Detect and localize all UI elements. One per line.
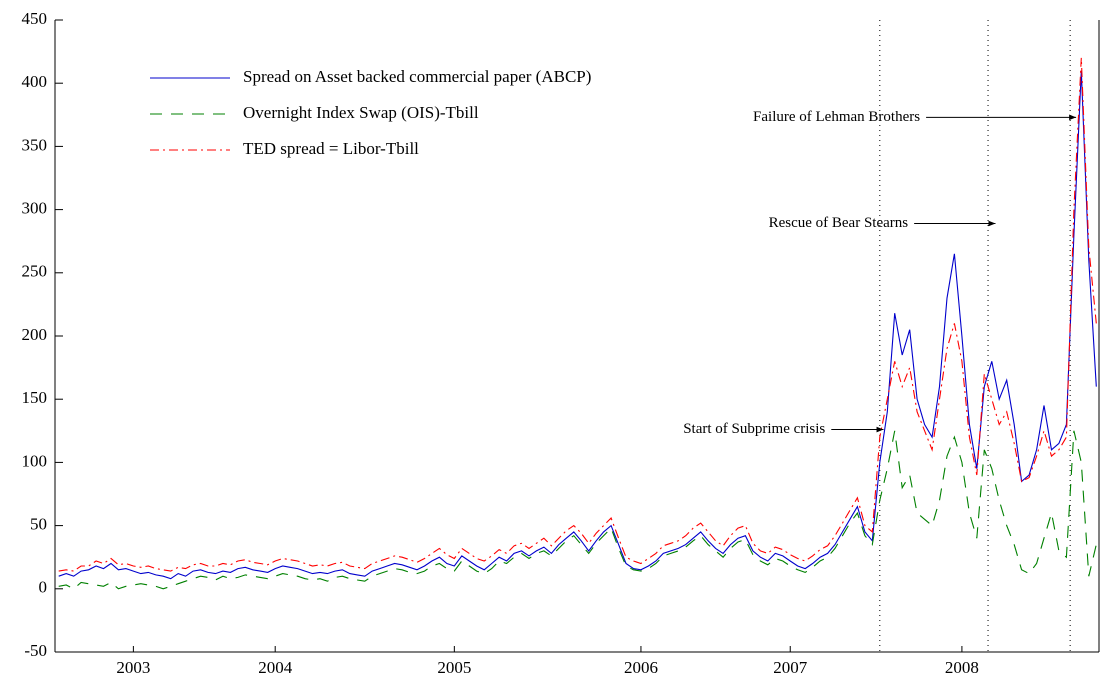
y-tick-label: 200 (22, 325, 48, 344)
y-tick-label: 100 (22, 451, 48, 470)
annotation-text: Failure of Lehman Brothers (753, 109, 920, 125)
legend-label: Overnight Index Swap (OIS)-Tbill (243, 103, 479, 122)
x-tick-label: 2008 (945, 658, 979, 677)
annotation-text: Start of Subprime crisis (683, 421, 825, 437)
y-tick-label: 350 (22, 135, 48, 154)
x-tick-label: 2004 (258, 658, 293, 677)
annotation-text: Rescue of Bear Stearns (769, 215, 909, 231)
x-tick-label: 2005 (437, 658, 471, 677)
y-tick-label: 300 (22, 199, 48, 218)
y-tick-label: 450 (22, 9, 48, 28)
legend-label: TED spread = Libor-Tbill (243, 139, 419, 158)
x-tick-label: 2007 (773, 658, 808, 677)
series-line (58, 70, 1097, 580)
y-tick-label: 250 (22, 262, 48, 281)
y-tick-label: 0 (39, 578, 48, 597)
y-tick-label: -50 (24, 641, 47, 660)
y-tick-label: 150 (22, 388, 48, 407)
y-tick-label: 400 (22, 72, 48, 91)
y-tick-label: 50 (30, 515, 47, 534)
series-line (58, 430, 1097, 590)
legend-label: Spread on Asset backed commercial paper … (243, 67, 591, 86)
x-tick-label: 2003 (116, 658, 150, 677)
series-line (58, 57, 1097, 572)
x-tick-label: 2006 (624, 658, 658, 677)
